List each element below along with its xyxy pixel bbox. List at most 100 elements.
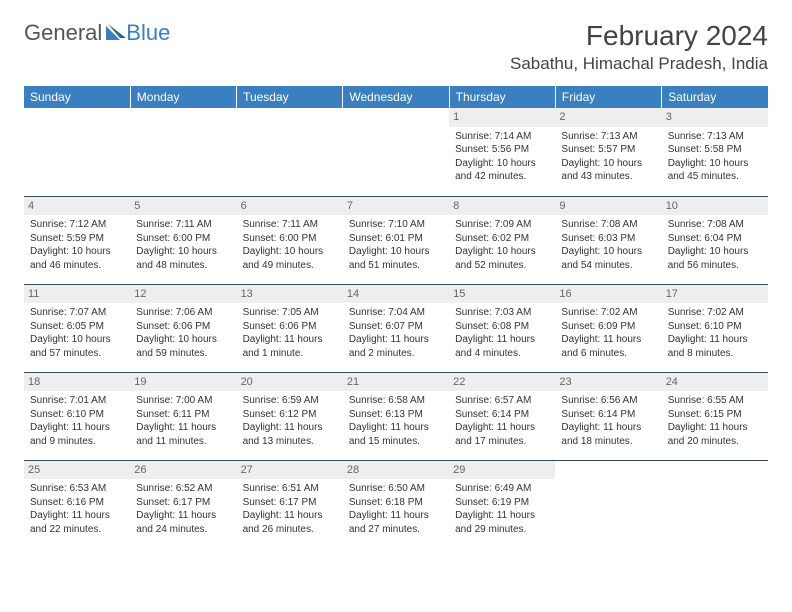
daylight-text: Daylight: 10 hours <box>668 157 762 171</box>
daylight-text: Daylight: 11 hours <box>455 333 549 347</box>
day-number: 12 <box>130 285 236 304</box>
sunrise-text: Sunrise: 6:49 AM <box>455 482 549 496</box>
sunrise-text: Sunrise: 7:13 AM <box>668 130 762 144</box>
day-number: 21 <box>343 373 449 392</box>
sunset-text: Sunset: 6:10 PM <box>668 320 762 334</box>
daylight-text: Daylight: 11 hours <box>561 421 655 435</box>
sunrise-text: Sunrise: 7:04 AM <box>349 306 443 320</box>
sunrise-text: Sunrise: 6:53 AM <box>30 482 124 496</box>
day-cell: 8Sunrise: 7:09 AMSunset: 6:02 PMDaylight… <box>449 196 555 284</box>
daylight-text: and 52 minutes. <box>455 259 549 273</box>
sunrise-text: Sunrise: 7:06 AM <box>136 306 230 320</box>
sunset-text: Sunset: 6:06 PM <box>136 320 230 334</box>
day-cell: 22Sunrise: 6:57 AMSunset: 6:14 PMDayligh… <box>449 372 555 460</box>
day-cell: 18Sunrise: 7:01 AMSunset: 6:10 PMDayligh… <box>24 372 130 460</box>
day-number: 14 <box>343 285 449 304</box>
day-cell: 16Sunrise: 7:02 AMSunset: 6:09 PMDayligh… <box>555 284 661 372</box>
daylight-text: Daylight: 10 hours <box>349 245 443 259</box>
daylight-text: and 17 minutes. <box>455 435 549 449</box>
daylight-text: Daylight: 11 hours <box>30 421 124 435</box>
day-number: 22 <box>449 373 555 392</box>
sunrise-text: Sunrise: 6:55 AM <box>668 394 762 408</box>
day-header: Saturday <box>662 86 768 108</box>
sunset-text: Sunset: 6:17 PM <box>136 496 230 510</box>
calendar-table: SundayMondayTuesdayWednesdayThursdayFrid… <box>24 86 768 548</box>
day-number: 15 <box>449 285 555 304</box>
day-number: 3 <box>662 108 768 127</box>
daylight-text: and 4 minutes. <box>455 347 549 361</box>
day-cell: 7Sunrise: 7:10 AMSunset: 6:01 PMDaylight… <box>343 196 449 284</box>
sunrise-text: Sunrise: 6:58 AM <box>349 394 443 408</box>
daylight-text: Daylight: 10 hours <box>136 245 230 259</box>
sunset-text: Sunset: 6:00 PM <box>136 232 230 246</box>
daylight-text: Daylight: 11 hours <box>668 333 762 347</box>
daylight-text: Daylight: 10 hours <box>243 245 337 259</box>
daylight-text: and 59 minutes. <box>136 347 230 361</box>
daylight-text: and 29 minutes. <box>455 523 549 537</box>
sunset-text: Sunset: 6:12 PM <box>243 408 337 422</box>
day-number: 5 <box>130 197 236 216</box>
day-cell: 10Sunrise: 7:08 AMSunset: 6:04 PMDayligh… <box>662 196 768 284</box>
daylight-text: and 13 minutes. <box>243 435 337 449</box>
day-number: 19 <box>130 373 236 392</box>
sunrise-text: Sunrise: 6:57 AM <box>455 394 549 408</box>
daylight-text: Daylight: 10 hours <box>30 245 124 259</box>
sunset-text: Sunset: 6:13 PM <box>349 408 443 422</box>
day-number: 23 <box>555 373 661 392</box>
daylight-text: Daylight: 11 hours <box>349 421 443 435</box>
day-cell: 26Sunrise: 6:52 AMSunset: 6:17 PMDayligh… <box>130 460 236 548</box>
day-number: 18 <box>24 373 130 392</box>
empty-cell <box>343 108 449 196</box>
daylight-text: Daylight: 11 hours <box>349 333 443 347</box>
day-cell: 19Sunrise: 7:00 AMSunset: 6:11 PMDayligh… <box>130 372 236 460</box>
day-number: 24 <box>662 373 768 392</box>
daylight-text: and 9 minutes. <box>30 435 124 449</box>
sunrise-text: Sunrise: 7:02 AM <box>561 306 655 320</box>
day-number: 2 <box>555 108 661 127</box>
day-cell: 9Sunrise: 7:08 AMSunset: 6:03 PMDaylight… <box>555 196 661 284</box>
daylight-text: and 49 minutes. <box>243 259 337 273</box>
sunrise-text: Sunrise: 7:05 AM <box>243 306 337 320</box>
daylight-text: and 11 minutes. <box>136 435 230 449</box>
day-cell: 28Sunrise: 6:50 AMSunset: 6:18 PMDayligh… <box>343 460 449 548</box>
sunset-text: Sunset: 6:00 PM <box>243 232 337 246</box>
daylight-text: and 15 minutes. <box>349 435 443 449</box>
daylight-text: and 1 minute. <box>243 347 337 361</box>
title-block: February 2024 Sabathu, Himachal Pradesh,… <box>510 20 768 74</box>
daylight-text: and 45 minutes. <box>668 170 762 184</box>
day-cell: 17Sunrise: 7:02 AMSunset: 6:10 PMDayligh… <box>662 284 768 372</box>
daylight-text: and 18 minutes. <box>561 435 655 449</box>
daylight-text: and 43 minutes. <box>561 170 655 184</box>
sunrise-text: Sunrise: 6:56 AM <box>561 394 655 408</box>
day-cell: 25Sunrise: 6:53 AMSunset: 6:16 PMDayligh… <box>24 460 130 548</box>
day-cell: 12Sunrise: 7:06 AMSunset: 6:06 PMDayligh… <box>130 284 236 372</box>
daylight-text: and 48 minutes. <box>136 259 230 273</box>
daylight-text: and 57 minutes. <box>30 347 124 361</box>
daylight-text: Daylight: 11 hours <box>561 333 655 347</box>
sunrise-text: Sunrise: 7:08 AM <box>668 218 762 232</box>
daylight-text: and 8 minutes. <box>668 347 762 361</box>
empty-cell <box>237 108 343 196</box>
day-cell: 23Sunrise: 6:56 AMSunset: 6:14 PMDayligh… <box>555 372 661 460</box>
daylight-text: Daylight: 11 hours <box>136 509 230 523</box>
sunset-text: Sunset: 6:03 PM <box>561 232 655 246</box>
day-cell: 1Sunrise: 7:14 AMSunset: 5:56 PMDaylight… <box>449 108 555 196</box>
sunset-text: Sunset: 6:18 PM <box>349 496 443 510</box>
sunrise-text: Sunrise: 7:00 AM <box>136 394 230 408</box>
day-cell: 15 Sunrise: 7:03 AMSunset: 6:08 PMDayligh… <box>449 284 555 372</box>
calendar-body: 1Sunrise: 7:14 AMSunset: 5:56 PMDaylight… <box>24 108 768 548</box>
sunrise-text: Sunrise: 6:51 AM <box>243 482 337 496</box>
sunset-text: Sunset: 5:59 PM <box>30 232 124 246</box>
daylight-text: Daylight: 10 hours <box>455 245 549 259</box>
day-cell: 13Sunrise: 7:05 AMSunset: 6:06 PMDayligh… <box>237 284 343 372</box>
sunrise-text: Sunrise: 7:03 AM <box>455 306 549 320</box>
sunset-text: Sunset: 5:58 PM <box>668 143 762 157</box>
day-header: Thursday <box>449 86 555 108</box>
empty-cell <box>555 460 661 548</box>
daylight-text: Daylight: 10 hours <box>455 157 549 171</box>
sunset-text: Sunset: 5:57 PM <box>561 143 655 157</box>
sunrise-text: Sunrise: 7:11 AM <box>136 218 230 232</box>
day-cell: 21 Sunrise: 6:58 AMSunset: 6:13 PMDayligh… <box>343 372 449 460</box>
daylight-text: Daylight: 11 hours <box>30 509 124 523</box>
sunset-text: Sunset: 6:08 PM <box>455 320 549 334</box>
